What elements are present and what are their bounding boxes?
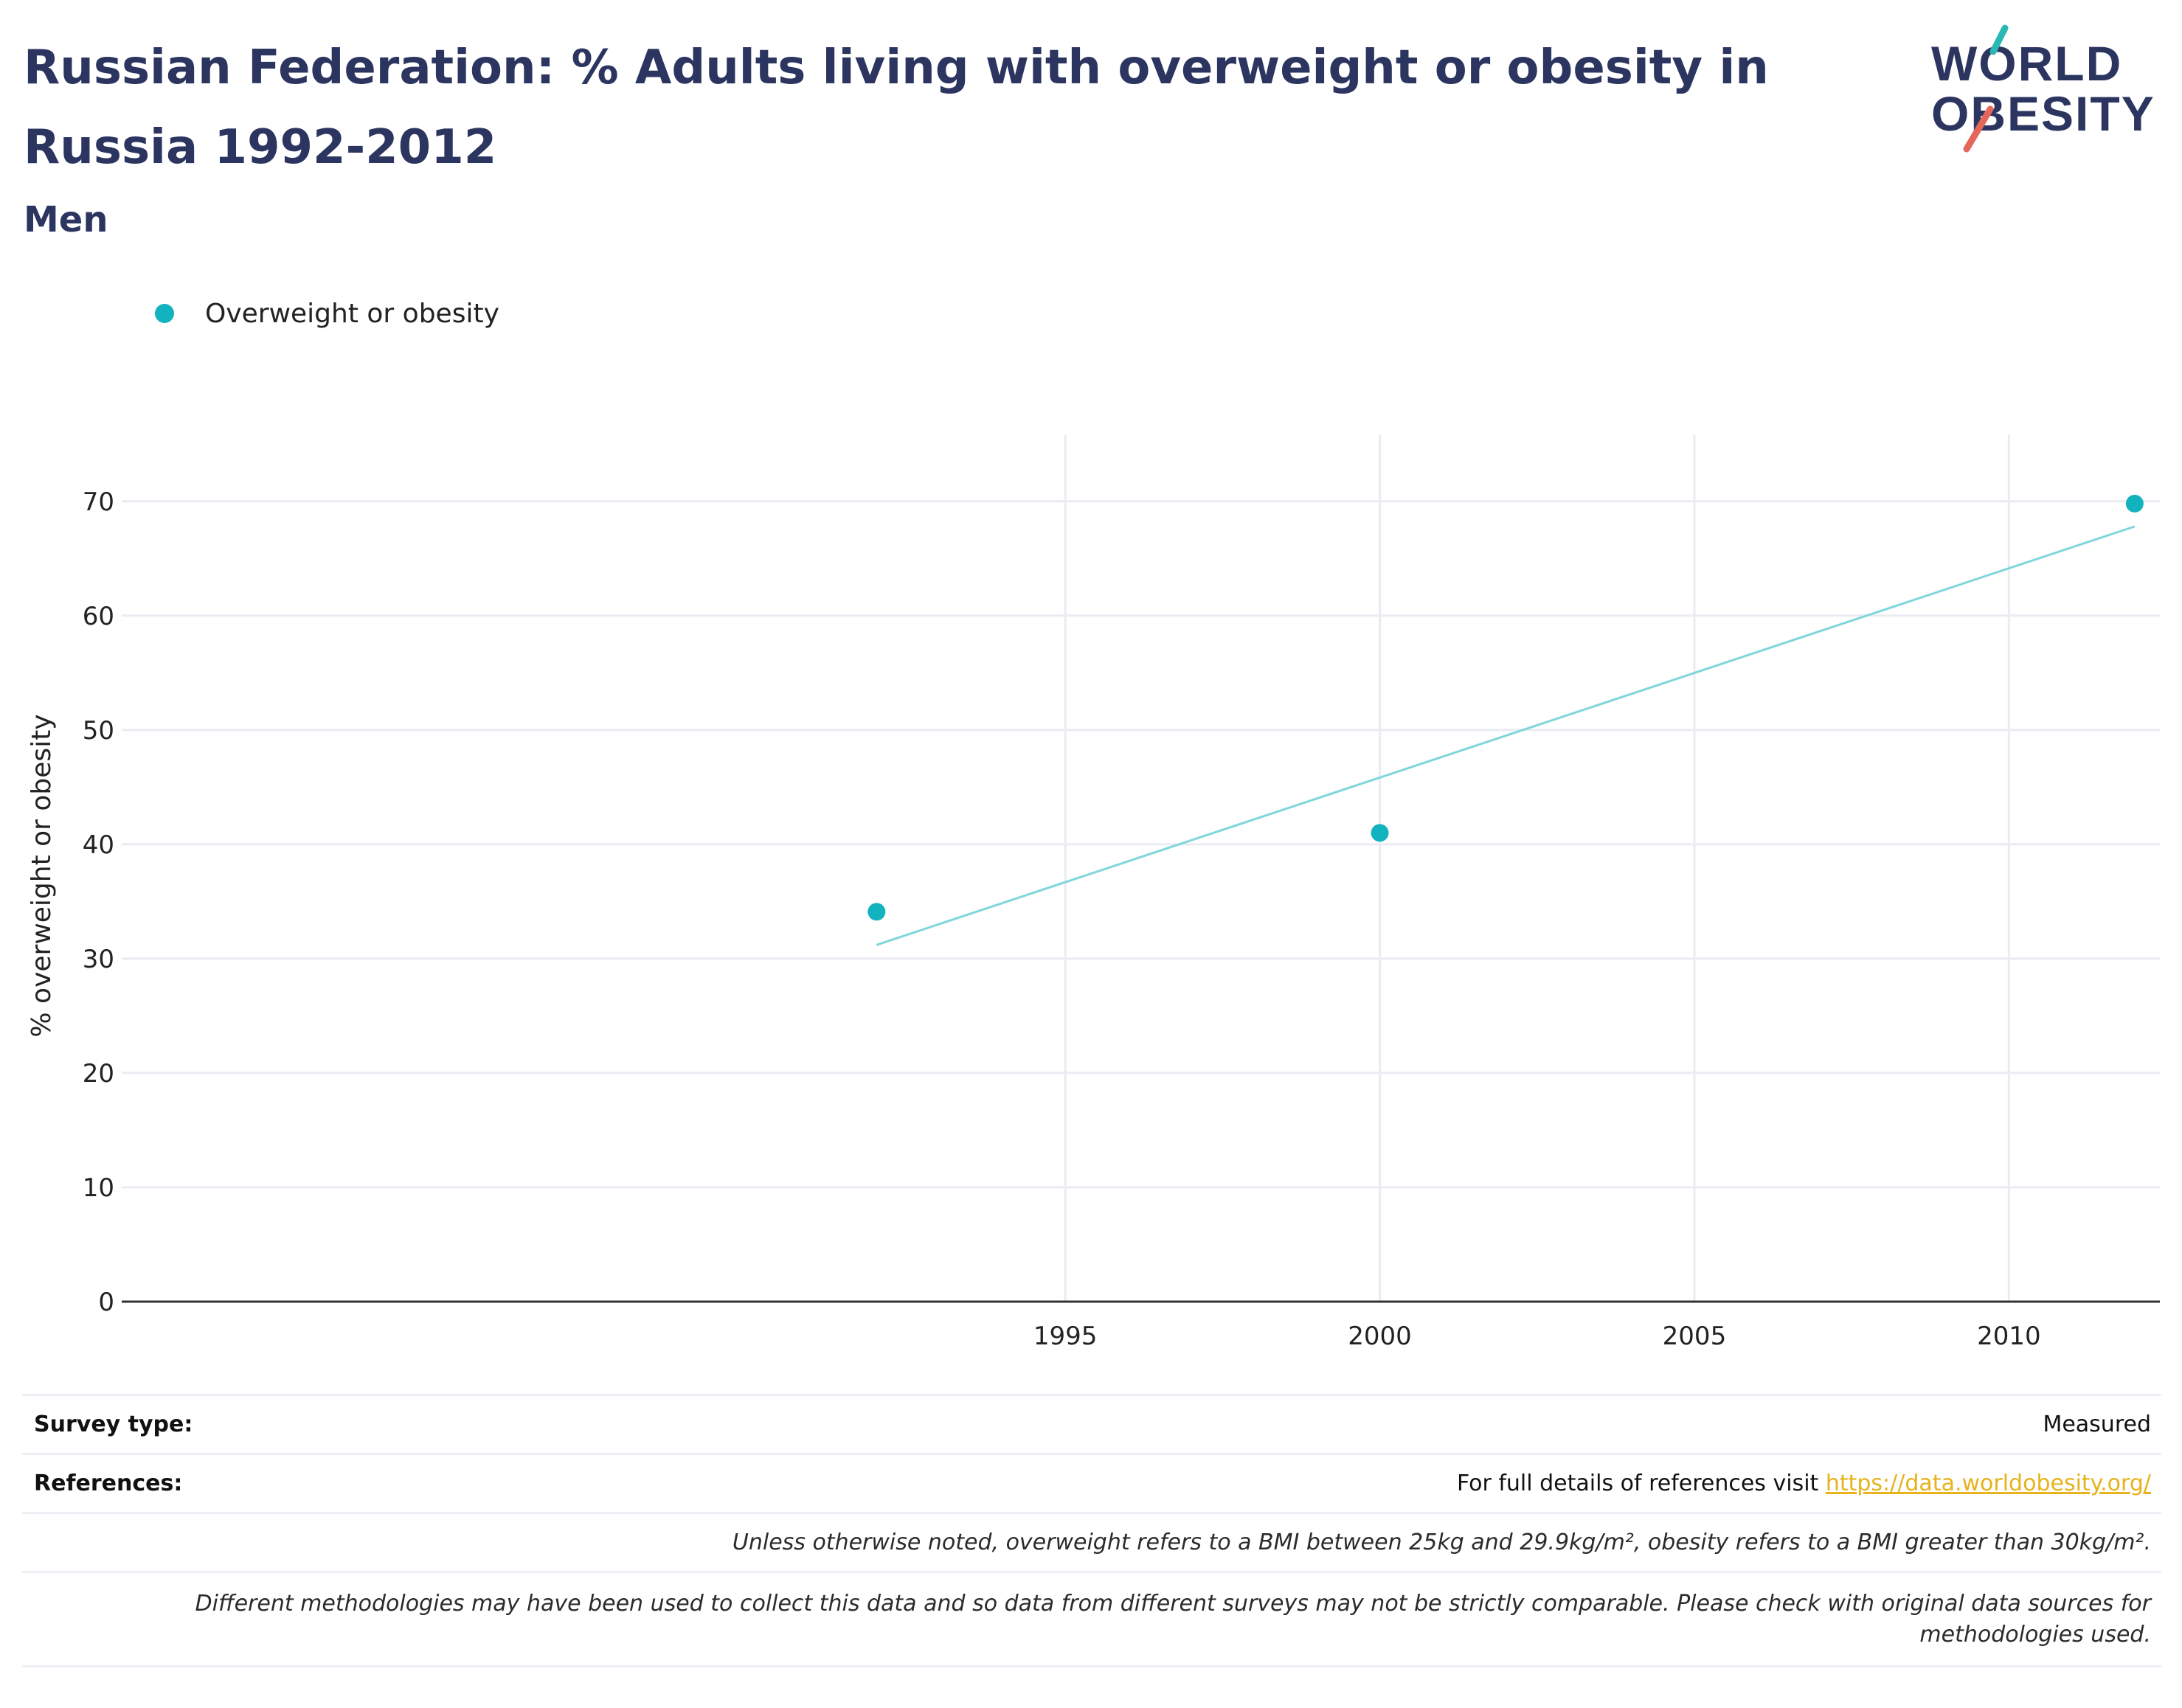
grid-layer [122, 435, 2160, 1302]
y-tick-label: 40 [83, 830, 114, 860]
legend-marker-icon [155, 304, 174, 323]
chart-legend[interactable]: Overweight or obesity [155, 295, 499, 332]
references-link[interactable]: https://data.worldobesity.org/ [1825, 1471, 2151, 1496]
y-tick-label: 50 [83, 716, 114, 746]
y-axis-label: % overweight or obesity [27, 714, 57, 1037]
logo-slash-icon [1963, 24, 2009, 153]
y-tick-label: 60 [83, 602, 114, 631]
bmi-note-text: Unless otherwise noted, overweight refer… [732, 1530, 2151, 1555]
references-text: For full details of references visit [1456, 1471, 1826, 1496]
data-point [1371, 824, 1389, 842]
x-tick-label: 2000 [1348, 1322, 1412, 1351]
bmi-definition-note: Unless otherwise noted, overweight refer… [22, 1512, 2161, 1571]
logo-text-obesity: OBESITY [1931, 86, 2155, 141]
y-tick-label: 10 [83, 1173, 114, 1203]
references-value: For full details of references visit htt… [1457, 1471, 2151, 1496]
survey-type-label: Survey type: [34, 1412, 193, 1437]
x-tick-label: 2010 [1977, 1322, 2041, 1351]
scatter-chart: 0 10 20 30 40 50 60 70 1995 2000 2005 2010 % overwe… [27, 435, 2160, 1351]
y-tick-label: 0 [98, 1288, 114, 1317]
chart-footer: Survey type: Measured References: For fu… [22, 1394, 2161, 1667]
world-obesity-logo[interactable]: WORLD OBESITY [1925, 22, 2169, 155]
logo-text-world: WORLD [1931, 36, 2123, 91]
methodology-note-text: Different methodologies may have been us… [195, 1590, 2151, 1648]
y-tick-label: 30 [83, 945, 114, 974]
survey-type-value: Measured [2043, 1412, 2151, 1437]
data-point [2125, 494, 2144, 513]
data-point [867, 903, 886, 921]
y-tick-label: 20 [83, 1059, 114, 1089]
methodology-note: Different methodologies may have been us… [22, 1571, 2161, 1665]
references-label: References: [34, 1471, 183, 1496]
x-tick-label: 1995 [1033, 1322, 1098, 1351]
chart-subtitle: Men [24, 199, 108, 240]
footer-bottom-rule [22, 1665, 2161, 1667]
page-title: Russian Federation: % Adults living with… [24, 41, 1769, 175]
trend-line [876, 525, 2136, 946]
trend-layer [876, 525, 2136, 946]
axis-layer: 0 10 20 30 40 50 60 70 1995 2000 2005 2010 [83, 487, 2160, 1351]
legend-label: Overweight or obesity [205, 298, 499, 329]
x-tick-label: 2005 [1663, 1322, 1727, 1351]
survey-type-row: Survey type: Measured [22, 1394, 2161, 1453]
y-tick-label: 70 [83, 487, 114, 517]
point-layer [867, 494, 2144, 921]
references-row: References: For full details of referenc… [22, 1453, 2161, 1512]
